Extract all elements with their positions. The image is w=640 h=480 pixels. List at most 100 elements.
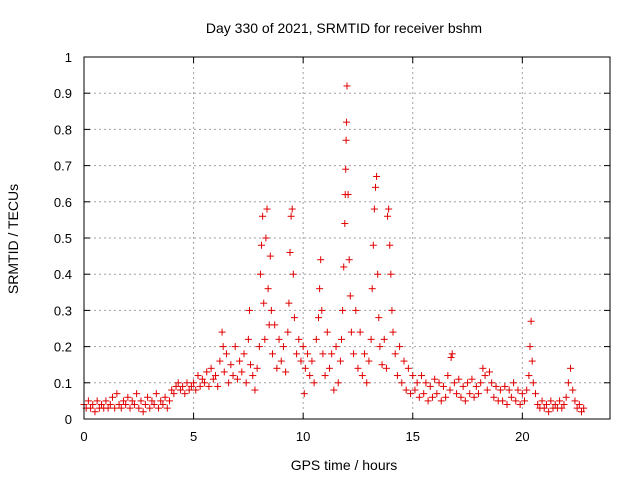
- data-point: [444, 372, 452, 380]
- data-point: [488, 379, 496, 387]
- data-point: [367, 335, 375, 343]
- data-point: [267, 306, 275, 314]
- data-point: [227, 361, 235, 369]
- data-point: [174, 379, 182, 387]
- data-point: [260, 299, 268, 307]
- data-point: [284, 328, 292, 336]
- data-point: [214, 382, 222, 390]
- data-point: [183, 379, 191, 387]
- data-point: [263, 205, 271, 213]
- data-point: [290, 314, 298, 322]
- data-point: [547, 397, 555, 405]
- data-point: [369, 241, 377, 249]
- data-point: [115, 401, 123, 409]
- data-point: [113, 390, 121, 398]
- data-point: [218, 328, 226, 336]
- data-point: [501, 382, 509, 390]
- data-point: [343, 118, 351, 126]
- data-point: [358, 372, 366, 380]
- y-tick-label: 0.5: [54, 231, 72, 246]
- data-point: [168, 386, 176, 394]
- data-point: [388, 306, 396, 314]
- data-point: [534, 401, 542, 409]
- data-point: [442, 393, 450, 401]
- data-point: [378, 361, 386, 369]
- data-point: [571, 397, 579, 405]
- data-point: [317, 256, 325, 264]
- data-point: [450, 379, 458, 387]
- data-point: [122, 401, 130, 409]
- data-point: [321, 372, 329, 380]
- data-point: [165, 397, 173, 405]
- data-point: [240, 350, 248, 358]
- data-point: [287, 212, 295, 220]
- data-point: [569, 386, 577, 394]
- data-point: [540, 404, 548, 412]
- data-point: [111, 404, 119, 412]
- data-point: [334, 379, 342, 387]
- data-point: [344, 191, 352, 199]
- data-point: [496, 386, 504, 394]
- data-point: [567, 364, 575, 372]
- x-tick-label: 0: [80, 429, 87, 444]
- data-point: [104, 404, 112, 412]
- data-point: [437, 397, 445, 405]
- data-point: [310, 379, 318, 387]
- data-point: [370, 205, 378, 213]
- data-point: [457, 393, 465, 401]
- data-point: [277, 357, 285, 365]
- data-point: [295, 335, 303, 343]
- data-point: [503, 401, 511, 409]
- data-point: [512, 397, 520, 405]
- data-point: [531, 390, 539, 398]
- data-point: [328, 350, 336, 358]
- data-point: [386, 241, 394, 249]
- data-point: [422, 379, 430, 387]
- data-point: [146, 404, 154, 412]
- data-point: [446, 386, 454, 394]
- data-point: [98, 401, 106, 409]
- data-point: [144, 393, 152, 401]
- data-point: [472, 382, 480, 390]
- data-point: [271, 321, 279, 329]
- data-point: [198, 375, 206, 383]
- data-point: [510, 379, 518, 387]
- x-tick-label: 5: [190, 429, 197, 444]
- data-point: [190, 379, 198, 387]
- data-point: [380, 335, 388, 343]
- data-point: [490, 393, 498, 401]
- data-point: [315, 314, 323, 322]
- data-point: [259, 212, 267, 220]
- data-point: [354, 364, 362, 372]
- data-point: [356, 328, 364, 336]
- data-point: [159, 401, 167, 409]
- data-point: [538, 397, 546, 405]
- data-point: [411, 386, 419, 394]
- data-point: [526, 343, 534, 351]
- data-point: [126, 404, 134, 412]
- data-point: [102, 397, 110, 405]
- data-point: [514, 386, 522, 394]
- data-point: [346, 292, 354, 300]
- data-point: [350, 350, 358, 358]
- data-point: [368, 285, 376, 293]
- data-point: [181, 390, 189, 398]
- data-point: [415, 393, 423, 401]
- data-point: [562, 393, 570, 401]
- data-point: [523, 386, 531, 394]
- data-point: [384, 212, 392, 220]
- data-point: [424, 397, 432, 405]
- data-point: [371, 183, 379, 191]
- data-point: [172, 382, 180, 390]
- y-tick-label: 0.1: [54, 376, 72, 391]
- data-point: [404, 364, 412, 372]
- data-point: [207, 364, 215, 372]
- data-point: [342, 136, 350, 144]
- data-point: [407, 390, 415, 398]
- data-point: [385, 205, 393, 213]
- data-point: [525, 372, 533, 380]
- data-point: [279, 343, 287, 351]
- data-point: [580, 404, 588, 412]
- data-point: [128, 397, 136, 405]
